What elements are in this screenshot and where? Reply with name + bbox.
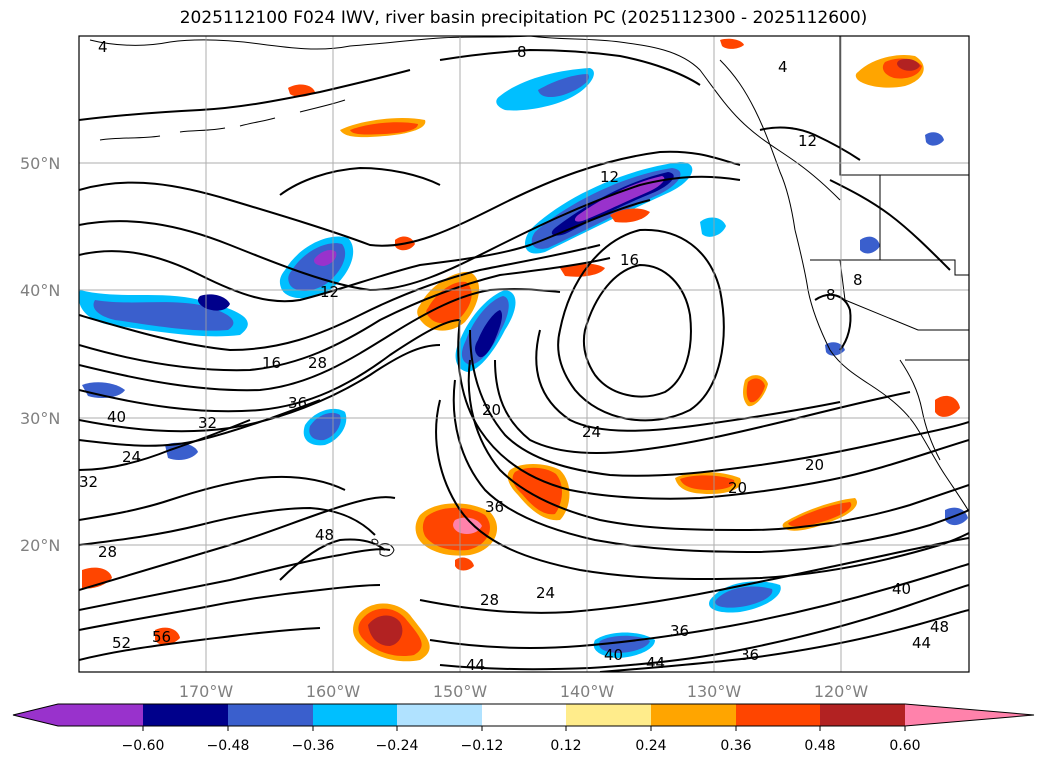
colorbar-segment xyxy=(313,704,397,726)
colorbar-extend-left xyxy=(13,704,58,726)
contour-label: 8 xyxy=(826,286,836,304)
colorbar-tick-label: −0.48 xyxy=(207,738,250,754)
contour-label: 24 xyxy=(582,423,601,441)
colorbar-outline xyxy=(12,703,1035,727)
lat-label-20n: 20°N xyxy=(20,536,60,555)
contour-label: 20 xyxy=(482,401,501,419)
lat-label-50n: 50°N xyxy=(20,154,60,173)
colorbar-tick-label: 0.60 xyxy=(889,738,920,754)
contour-label: 44 xyxy=(466,656,485,674)
lon-label-160w: 160°W xyxy=(306,682,361,701)
contour-label: 56 xyxy=(152,628,171,646)
contour-label: 8 xyxy=(517,43,527,61)
lon-label-130w: 130°W xyxy=(687,682,742,701)
graticule xyxy=(79,36,969,672)
contour-label: 44 xyxy=(646,654,665,672)
contour-label: 4 xyxy=(778,58,788,76)
contour-label: 8 xyxy=(853,271,863,289)
iwv-contours xyxy=(79,48,969,672)
contour-label: 40 xyxy=(107,408,126,426)
lon-label-150w: 150°W xyxy=(433,682,488,701)
contour-label: 12 xyxy=(600,168,619,186)
contour-label: 36 xyxy=(485,498,504,516)
lon-label-140w: 140°W xyxy=(560,682,615,701)
contour-label: 16 xyxy=(262,354,281,372)
colorbar-tick-label: 0.36 xyxy=(720,738,751,754)
contour-label: 24 xyxy=(122,448,141,466)
colorbar-segment xyxy=(566,704,651,726)
contour-label: 36 xyxy=(670,622,689,640)
contour-label: 48 xyxy=(315,526,334,544)
colorbar-tick-label: 0.24 xyxy=(635,738,666,754)
figure-title: 2025112100 F024 IWV, river basin precipi… xyxy=(179,8,868,28)
colorbar-segment xyxy=(820,704,905,726)
map-background xyxy=(79,36,969,672)
colorbar-segment xyxy=(397,704,482,726)
contour-labels: 4 8 12 16 28 36 32 40 24 20 48 52 56 44 … xyxy=(79,38,949,674)
contour-label: 28 xyxy=(308,354,327,372)
colorbar-tick-label: −0.24 xyxy=(376,738,419,754)
contour-label: 16 xyxy=(620,251,639,269)
contour-label: 36 xyxy=(288,394,307,412)
colorbar-tick-label: 0.12 xyxy=(550,738,581,754)
colorbar-segment xyxy=(651,704,736,726)
colorbar-extend-right xyxy=(905,704,1034,726)
map-frame xyxy=(78,35,970,673)
lat-label-30n: 30°N xyxy=(20,409,60,428)
colorbar-segment xyxy=(482,704,566,726)
colorbar-segment xyxy=(228,704,313,726)
colorbar-segment xyxy=(143,704,228,726)
contour-label: 24 xyxy=(536,584,555,602)
colorbar-tick-label: −0.12 xyxy=(461,738,504,754)
contour-label: 28 xyxy=(98,543,117,561)
colorbar-segment xyxy=(736,704,820,726)
lon-label-170w: 170°W xyxy=(179,682,234,701)
contour-label: 12 xyxy=(320,283,339,301)
contour-label: 28 xyxy=(480,591,499,609)
contour-label: 4 xyxy=(98,38,108,56)
contour-label: 32 xyxy=(198,414,217,432)
colorbar-tick-label: −0.36 xyxy=(292,738,335,754)
longitude-labels: 170°W 160°W 150°W 140°W 130°W 120°W xyxy=(179,682,869,701)
contour-label: 20 xyxy=(805,456,824,474)
contour-label: 44 xyxy=(912,634,931,652)
contour-label: 12 xyxy=(798,132,817,150)
contour-label: 52 xyxy=(112,634,131,652)
latitude-labels: 50°N 40°N 30°N 20°N xyxy=(20,154,60,555)
contour-label: 36 xyxy=(740,646,759,664)
lat-label-40n: 40°N xyxy=(20,281,60,300)
colorbar-segment xyxy=(58,704,143,726)
contour-label: 32 xyxy=(79,473,98,491)
contour-label: 40 xyxy=(604,646,623,664)
colorbar-tick-label: −0.60 xyxy=(122,738,165,754)
contour-label: 48 xyxy=(930,618,949,636)
colorbar: −0.60 −0.48 −0.36 −0.24 −0.12 0.12 0.24 … xyxy=(12,703,1035,754)
contour-label: 20 xyxy=(728,479,747,497)
colorbar-tick-label: 0.48 xyxy=(804,738,835,754)
contour-label: 40 xyxy=(892,580,911,598)
lon-label-120w: 120°W xyxy=(814,682,869,701)
